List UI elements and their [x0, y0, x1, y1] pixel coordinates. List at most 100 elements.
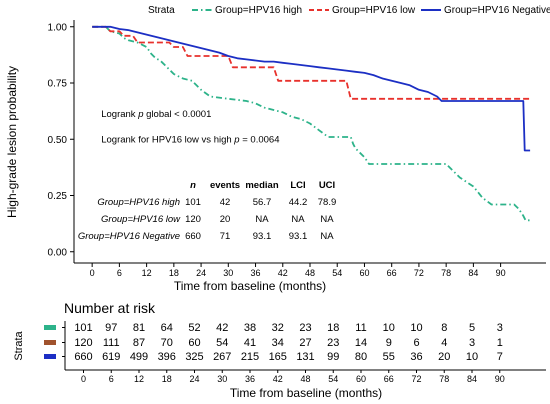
y-tick-label: 0.25	[48, 191, 68, 202]
x-tick-label: 42	[278, 268, 288, 278]
y-tick-label: 0.00	[48, 247, 68, 258]
risk-x-tick-label: 0	[81, 374, 86, 384]
risk-cell: 14	[355, 337, 367, 349]
risk-cell: 3	[497, 322, 503, 334]
x-tick-label: 90	[496, 268, 506, 278]
risk-cell: 23	[327, 337, 339, 349]
risk-cell: 1	[497, 337, 503, 349]
risk-cell: 54	[216, 337, 228, 349]
x-tick-label: 72	[414, 268, 424, 278]
risk-x-tick-label: 36	[245, 374, 255, 384]
risk-row-swatch	[44, 325, 56, 330]
x-tick-label: 54	[332, 268, 342, 278]
risk-cell: 38	[244, 322, 256, 334]
stats-cell: 660	[185, 231, 201, 242]
stats-col-header: UCI	[319, 180, 335, 191]
x-tick-label: 66	[387, 268, 397, 278]
stats-cell: 56.7	[253, 197, 272, 208]
risk-cell: 41	[244, 337, 256, 349]
risk-x-tick-label: 18	[162, 374, 172, 384]
x-tick-label: 36	[251, 268, 261, 278]
risk-cell: 619	[102, 351, 120, 363]
legend-label-high: Group=HPV16 high	[215, 5, 302, 16]
risk-cell: 10	[466, 351, 478, 363]
y-axis-title: High-grade lesion probability	[5, 66, 19, 218]
survival-curves	[92, 25, 531, 222]
risk-x-tick-label: 60	[356, 374, 366, 384]
curve-hpv16-low	[92, 25, 531, 100]
stats-cell: NA	[320, 231, 334, 242]
risk-cell: 52	[188, 322, 200, 334]
risk-x-tick-label: 54	[328, 374, 338, 384]
risk-cell: 3	[469, 337, 475, 349]
stats-cell: 120	[185, 214, 201, 225]
risk-cell: 131	[296, 351, 314, 363]
risk-x-tick-label: 12	[134, 374, 144, 384]
x-axis-ticks: 0 6 12 18 24 30 36 42 48 54 60 66 72 78 84 90	[90, 263, 506, 278]
annotation-part: = 0.0064	[240, 135, 280, 146]
summary-stats-table: n events median LCI UCI Group=HPV16 high 101 42…	[78, 180, 336, 242]
risk-cell: 70	[161, 337, 173, 349]
stats-cell: 93.1	[289, 231, 308, 242]
stats-col-header: median	[245, 180, 278, 191]
y-tick-label: 0.50	[48, 135, 68, 146]
risk-cell: 97	[105, 322, 117, 334]
risk-x-tick-label: 24	[189, 374, 199, 384]
risk-x-tick-label: 78	[439, 374, 449, 384]
risk-cell: 5	[469, 322, 475, 334]
risk-cell: 20	[438, 351, 450, 363]
legend-title: Strata	[148, 5, 175, 16]
stats-cell: 78.9	[318, 197, 337, 208]
risk-cell: 396	[158, 351, 176, 363]
logrank-global-annotation: Logrank p global < 0.0001	[101, 109, 211, 120]
risk-table-strata-label: Strata	[13, 330, 25, 360]
risk-cell: 18	[327, 322, 339, 334]
logrank-pairwise-annotation: Logrank for HPV16 low vs high p = 0.0064	[101, 135, 279, 146]
curve-hpv16-high	[92, 25, 531, 222]
risk-cell: 165	[269, 351, 287, 363]
x-tick-label: 78	[441, 268, 451, 278]
risk-x-tick-label: 42	[273, 374, 283, 384]
y-tick-label: 0.75	[48, 79, 68, 90]
risk-cell: 215	[241, 351, 259, 363]
x-tick-label: 18	[169, 268, 179, 278]
plot-panel: 0.00 0.25 0.50 0.75 1.00 0 6 12 18 24 30 36 42 48 54 6…	[48, 20, 546, 278]
stats-cell: 71	[220, 231, 231, 242]
risk-cell: 111	[103, 337, 120, 349]
y-tick-label: 1.00	[48, 22, 68, 33]
x-tick-label: 12	[142, 268, 152, 278]
risk-cell: 60	[188, 337, 200, 349]
legend: Strata Group=HPV16 high Group=HPV16 low …	[148, 5, 550, 16]
risk-cell: 34	[272, 337, 284, 349]
x-tick-label: 30	[223, 268, 233, 278]
risk-cell: 11	[355, 322, 366, 334]
risk-cell: 27	[299, 337, 311, 349]
risk-cell: 36	[410, 351, 422, 363]
x-tick-label: 48	[305, 268, 315, 278]
risk-table: Number at risk Strata 101 97 81 64 52 42 38 32 2…	[13, 300, 546, 400]
risk-table-x-axis-title: Time from baseline (months)	[230, 386, 382, 400]
x-tick-label: 6	[117, 268, 122, 278]
risk-cell: 55	[383, 351, 395, 363]
risk-cell: 101	[74, 322, 92, 334]
risk-cell: 9	[386, 337, 392, 349]
stats-row-group: Group=HPV16 Negative	[78, 231, 180, 242]
risk-row-swatch	[44, 340, 56, 345]
stats-cell: NA	[291, 214, 305, 225]
annotation-part: global < 0.0001	[144, 109, 212, 120]
risk-x-tick-label: 6	[109, 374, 114, 384]
stats-cell: 42	[220, 197, 231, 208]
stats-cell: 44.2	[289, 197, 308, 208]
annotation-part: Logrank	[101, 109, 138, 120]
x-tick-label: 84	[468, 268, 478, 278]
y-axis-ticks: 0.00 0.25 0.50 0.75 1.00	[48, 22, 74, 258]
x-axis-title: Time from baseline (months)	[174, 279, 326, 293]
risk-cell: 267	[213, 351, 231, 363]
risk-cell: 8	[441, 322, 447, 334]
risk-cell: 42	[216, 322, 228, 334]
risk-cell: 6	[413, 337, 419, 349]
risk-cell: 7	[497, 351, 503, 363]
risk-cell: 660	[74, 351, 92, 363]
x-tick-label: 24	[196, 268, 206, 278]
